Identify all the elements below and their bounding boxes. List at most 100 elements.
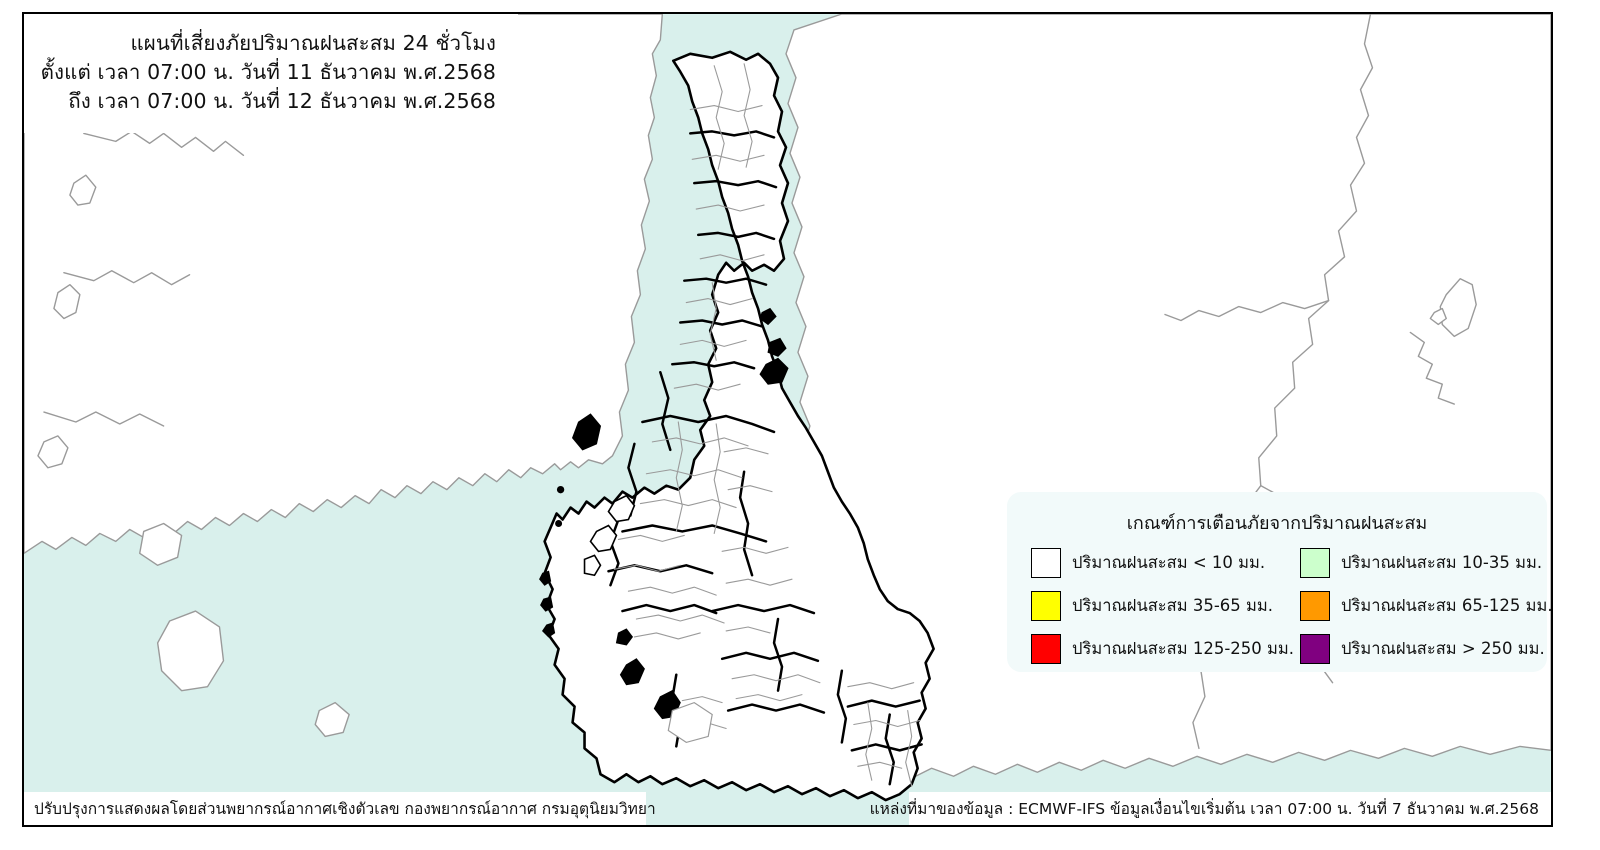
district-lines-north-5: [695, 204, 765, 212]
province-border-chumphon-mid: [679, 319, 764, 328]
legend-item-125-250[interactable]: ปริมาณฝนสะสม 125-250 มม.: [1031, 634, 1294, 664]
district-lines-north-1: [713, 65, 725, 170]
district-lines-surat-3: [639, 499, 737, 509]
province-border-prachuap-north: [689, 130, 776, 139]
island-dot-2: [555, 520, 563, 527]
province-border-phangnga-east: [609, 518, 620, 587]
district-lines-phangnga-1: [617, 534, 685, 542]
province-border-nakhonsi-south: [710, 603, 816, 615]
thailand-landmass-group: [543, 50, 935, 802]
district-lines-narathiwat-1: [857, 761, 903, 769]
district-lines-krabi-2: [635, 614, 725, 624]
legend-swatch-125-250: [1031, 634, 1061, 664]
province-boundary-group: [607, 130, 923, 786]
footer-source-right: แหล่งที่มาของข้อมูล : ECMWF-IFS ข้อมูลเง…: [870, 792, 1551, 825]
legend-panel: เกณฑ์การเตือนภัยจากปริมาณฝนสะสม ปริมาณฝน…: [1007, 492, 1551, 672]
legend-label-35-65: ปริมาณฝนสะสม 35-65 มม.: [1072, 596, 1274, 615]
district-lines-mid-1: [685, 298, 753, 306]
island-phuket-group: [571, 413, 602, 451]
district-lines-nakhonsi-3: [721, 546, 789, 554]
province-border-yala-south: [850, 743, 923, 752]
province-border-nakhonsi-west: [738, 470, 754, 577]
legend-label-65-125: ปริมาณฝนสะสม 65-125 มม.: [1341, 596, 1553, 615]
andaman-fringe-islands: [583, 494, 636, 577]
andaman-island-3: [138, 522, 183, 566]
andaman-island-2: [37, 435, 69, 469]
province-border-narathiwat-west: [884, 713, 895, 786]
district-lines-satun-1: [681, 696, 723, 704]
province-border-songkhla-south: [726, 703, 826, 714]
district-lines-pattani-1: [847, 682, 915, 690]
island-ko-samui: [759, 357, 789, 385]
legend-label-gt-250: ปริมาณฝนสะสม > 250 มม.: [1341, 639, 1545, 658]
province-border-yala-north: [846, 699, 921, 708]
legend-items: ปริมาณฝนสะสม < 10 มม. ปริมาณฝนสะสม 10-35…: [1007, 548, 1551, 664]
title-line-2: ตั้งแต่ เวลา 07:00 น. วันที่ 11 ธันวาคม …: [40, 60, 496, 84]
myanmar-inland-detail-3: [43, 411, 165, 427]
cambodia-coast-detail: [1409, 331, 1455, 405]
island-dot-1: [556, 485, 565, 494]
legend-item-gt-250[interactable]: ปริมาณฝนสะสม > 250 มม.: [1300, 634, 1551, 664]
province-border-songkhla-west: [720, 651, 820, 663]
fringe-island-2: [589, 524, 618, 553]
footer-credit-text: ปรับปรุงการแสดงผลโดยส่วนพยากรณ์อากาศเชิง…: [34, 800, 656, 818]
district-lines-narathiwat-2: [905, 710, 913, 787]
map-frame: แผนที่เสี่ยงภัยปริมาณฝนสะสม 24 ชั่วโมง ต…: [22, 12, 1553, 827]
province-border-ranong-east: [659, 370, 672, 452]
footer-credit-left: ปรับปรุงการแสดงผลโดยส่วนพยากรณ์อากาศเชิง…: [24, 792, 656, 825]
province-border-phatthalung-east: [772, 617, 784, 692]
fringe-island-3: [583, 554, 602, 577]
andaman-island-6: [69, 174, 97, 206]
district-lines-pattani-2: [853, 719, 921, 728]
legend-swatch-35-65: [1031, 591, 1061, 621]
island-ko-phi-phi: [615, 628, 634, 646]
province-border-prachuap-mid: [692, 179, 778, 189]
fringe-island-1: [607, 494, 636, 523]
legend-item-35-65[interactable]: ปริมาณฝนสะสม 35-65 มม.: [1031, 591, 1294, 621]
district-lines-surat-2: [645, 469, 743, 479]
legend-item-10-35[interactable]: ปริมาณฝนสะสม 10-35 มม.: [1300, 548, 1551, 578]
legend-item-65-125[interactable]: ปริมาณฝนสะสม 65-125 มม.: [1300, 591, 1553, 621]
district-lines-mid-3: [709, 282, 717, 361]
thailand-south-rainfall-map[interactable]: [24, 14, 1551, 825]
thai-islands-group: [539, 307, 789, 720]
legend-heading: เกณฑ์การเตือนภัยจากปริมาณฝนสะสม: [1126, 513, 1428, 534]
title-line-1: แผนที่เสี่ยงภัยปริมาณฝนสะสม 24 ชั่วโมง: [130, 31, 496, 55]
island-ko-phangan: [767, 337, 787, 357]
province-border-suratthani-north: [641, 414, 776, 434]
province-border-chumphon-south: [671, 361, 756, 370]
district-lines-north-6: [699, 254, 765, 262]
legend-label-10-35: ปริมาณฝนสะสม 10-35 มม.: [1341, 553, 1543, 572]
district-lines-phatthalung-1: [725, 626, 771, 634]
district-lines-mid-2: [679, 339, 747, 347]
district-lines-yala-1: [865, 702, 873, 781]
legend-swatch-lt-10: [1031, 548, 1061, 578]
legend-item-lt-10[interactable]: ปริมาณฝนสะสม < 10 มม.: [1031, 548, 1294, 578]
province-border-chumphon-north: [683, 277, 768, 286]
thailand-peninsula-land[interactable]: [543, 50, 935, 802]
myanmar-inland-detail-1: [83, 130, 245, 156]
district-lines-surat-4: [675, 421, 683, 532]
andaman-island-4: [156, 610, 225, 692]
footer-source-text: แหล่งที่มาของข้อมูล : ECMWF-IFS ข้อมูลเง…: [869, 800, 1539, 818]
district-lines-mid-4: [673, 383, 741, 391]
map-title-card: แผนที่เสี่ยงภัยปริมาณฝนสะสม 24 ชั่วโมง ต…: [24, 14, 518, 133]
small-island-gulf-1: [1429, 307, 1447, 326]
district-lines-nakhonsi-2: [727, 485, 773, 493]
district-lines-north-4: [691, 154, 765, 162]
legend-label-125-250: ปริมาณฝนสะสม 125-250 มม.: [1072, 639, 1295, 658]
district-lines-trang-1: [633, 632, 701, 640]
island-dot-4: [540, 596, 554, 612]
province-border-suratthani-south: [621, 524, 768, 543]
province-border-trang-north: [621, 603, 718, 615]
district-lines-north-2: [743, 63, 753, 168]
andaman-island-1: [53, 283, 81, 320]
thai-islands-outline-group: [667, 701, 713, 744]
district-lines-phangnga-2: [613, 564, 681, 572]
andaman-island-5: [314, 701, 350, 738]
district-lines-surat-1: [651, 437, 749, 447]
island-dot-3: [539, 570, 552, 586]
district-lines-nakhonsi-1: [723, 447, 769, 455]
district-lines-songkhla-2: [735, 694, 803, 702]
